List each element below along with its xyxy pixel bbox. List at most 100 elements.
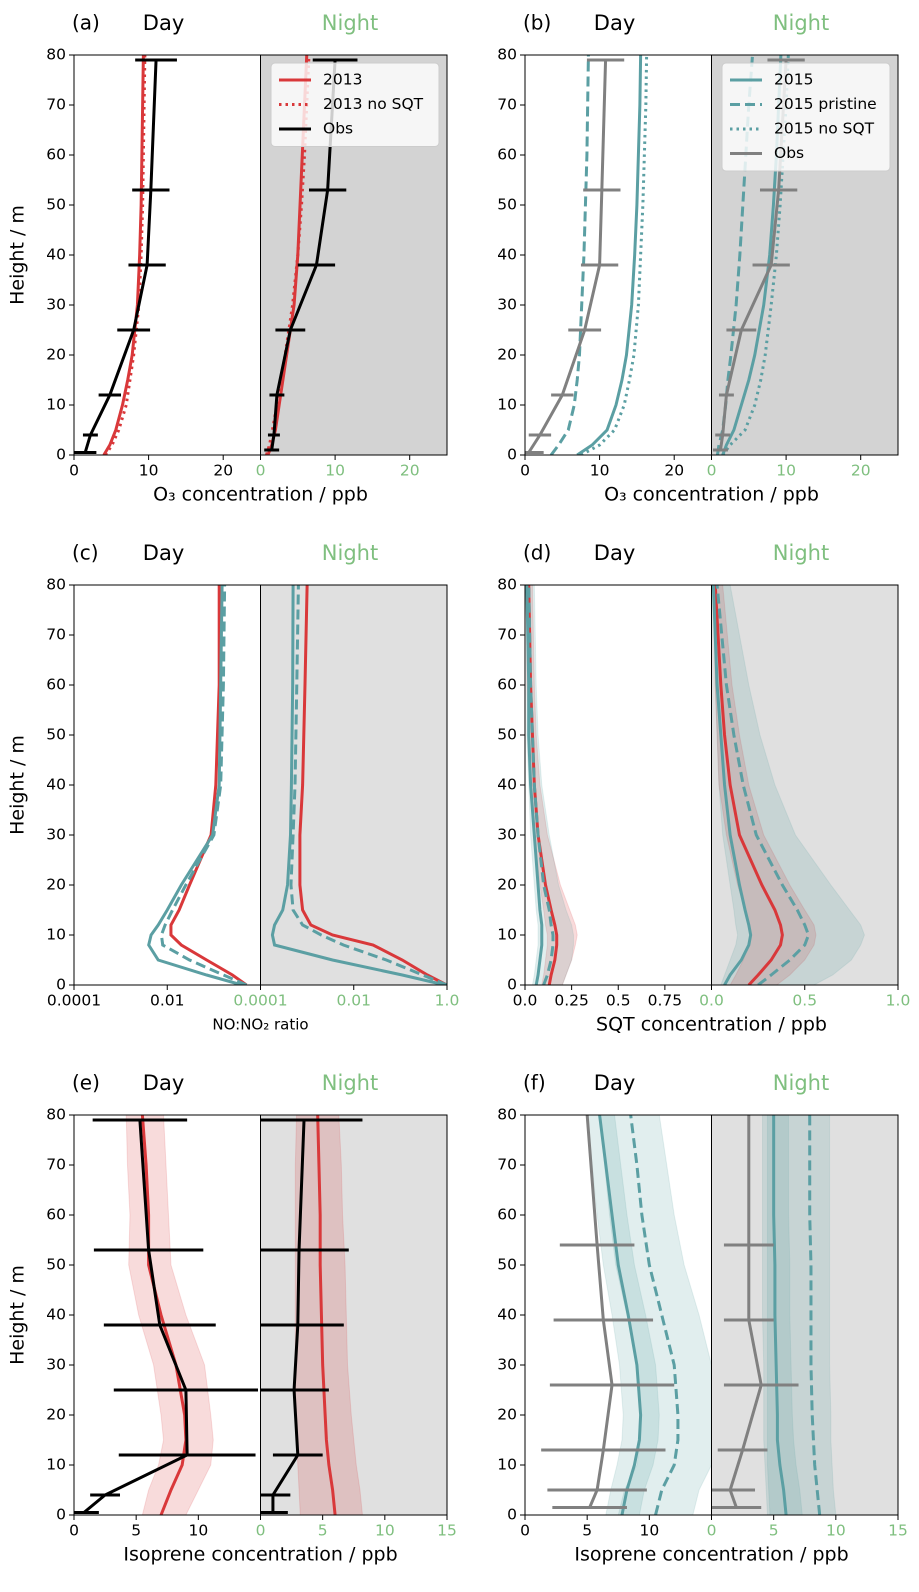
profile-line	[713, 585, 784, 985]
x-tick-label: 0	[69, 462, 79, 480]
y-tick-label: 70	[46, 626, 66, 644]
y-tick-label: 30	[46, 296, 66, 314]
x-tick-label: 0.25	[554, 992, 589, 1010]
y-tick-label: 10	[46, 926, 66, 944]
plot-area	[711, 585, 865, 985]
y-tick-label: 0	[507, 446, 517, 464]
y-tick-label: 40	[497, 1306, 517, 1324]
y-tick-label: 50	[497, 726, 517, 744]
y-tick-label: 80	[497, 1106, 517, 1124]
x-tick-label: 5	[318, 1522, 328, 1540]
y-tick-label: 0	[507, 976, 517, 994]
y-tick-label: 20	[497, 1406, 517, 1424]
y-tick-label: 70	[46, 1156, 66, 1174]
x-tick-label: 20	[213, 462, 233, 480]
y-tick-label: 30	[46, 826, 66, 844]
subplot-frame	[711, 584, 899, 986]
y-tick-label: 70	[497, 1156, 517, 1174]
panel-label: (b)	[523, 11, 551, 35]
y-tick-label: 0	[56, 1506, 66, 1524]
subplot-title: Night	[773, 11, 829, 35]
x-axis-label: SQT concentration / ppb	[596, 1014, 827, 1036]
x-tick-label: 0.0001	[233, 992, 287, 1010]
profile-line	[629, 1115, 680, 1515]
plot-area	[525, 585, 578, 985]
x-tick-label: 0.01	[150, 992, 185, 1010]
profile-line	[525, 585, 544, 985]
y-tick-label: 20	[46, 346, 66, 364]
x-tick-label: 20	[400, 462, 420, 480]
y-tick-label: 50	[46, 1256, 66, 1274]
y-tick-label: 60	[46, 676, 66, 694]
subplot-title: Night	[322, 11, 378, 35]
x-tick-label: 0	[707, 1522, 717, 1540]
x-tick-label: 0.0001	[47, 992, 101, 1010]
subplot-background	[260, 585, 447, 985]
panel-label: (a)	[72, 11, 100, 35]
x-tick-label: 0.0	[513, 992, 538, 1010]
x-tick-label: 5	[582, 1522, 592, 1540]
subplot-background	[525, 1115, 712, 1515]
x-tick-label: 0	[520, 462, 530, 480]
y-tick-label: 10	[46, 396, 66, 414]
uncertainty-band	[712, 585, 865, 985]
subplot-background	[525, 55, 712, 455]
y-tick-label: 30	[497, 296, 517, 314]
y-tick-label: 60	[497, 1206, 517, 1224]
x-tick-label: 1.0	[435, 992, 460, 1010]
y-tick-label: 50	[497, 196, 517, 214]
subplot-title: Day	[143, 1071, 184, 1095]
x-tick-label: 10	[590, 462, 610, 480]
subplot-title: Day	[594, 541, 635, 565]
subplot-title: Night	[322, 541, 378, 565]
x-axis-label: O₃ concentration / ppb	[153, 484, 368, 506]
y-tick-label: 10	[497, 1456, 517, 1474]
y-tick-label: 30	[497, 826, 517, 844]
subplot-background	[74, 585, 261, 985]
legend-box	[721, 62, 891, 172]
legend-label: 2013 no SQT	[323, 95, 424, 113]
subplot-title: Day	[594, 11, 635, 35]
x-tick-label: 0.5	[792, 992, 817, 1010]
panel-label: (d)	[523, 541, 551, 565]
x-tick-label: 10	[826, 1522, 846, 1540]
subplot-frame	[260, 54, 448, 456]
plot-area	[74, 1115, 259, 1515]
x-tick-label: 0.0	[699, 992, 724, 1010]
x-tick-label: 10	[375, 1522, 395, 1540]
y-tick-label: 40	[497, 246, 517, 264]
x-axis-label: Isoprene concentration / ppb	[123, 1544, 397, 1566]
y-tick-label: 50	[497, 1256, 517, 1274]
x-tick-label: 10	[325, 462, 345, 480]
subplot-title: Day	[594, 1071, 635, 1095]
y-tick-label: 20	[46, 1406, 66, 1424]
y-tick-label: 40	[46, 776, 66, 794]
plot-area	[147, 585, 248, 985]
y-axis-label: Height / m	[7, 1265, 29, 1365]
y-tick-label: 60	[497, 676, 517, 694]
y-tick-label: 70	[46, 96, 66, 114]
x-tick-label: 1.0	[886, 992, 911, 1010]
subplot-background	[711, 585, 898, 985]
y-tick-label: 40	[46, 1306, 66, 1324]
plot-area	[74, 55, 177, 455]
y-tick-label: 80	[497, 576, 517, 594]
subplot-background	[74, 55, 261, 455]
y-tick-label: 80	[46, 576, 66, 594]
y-tick-label: 0	[56, 976, 66, 994]
x-axis-label: NO:NO₂ ratio	[212, 1016, 308, 1034]
y-tick-label: 40	[497, 776, 517, 794]
legend-label: 2013	[323, 71, 362, 89]
y-tick-label: 80	[497, 46, 517, 64]
profile-line	[270, 585, 446, 985]
y-tick-label: 30	[497, 1356, 517, 1374]
profile-line	[298, 585, 447, 985]
profile-line	[159, 585, 248, 985]
y-tick-label: 0	[507, 1506, 517, 1524]
y-axis-label: Height / m	[7, 205, 29, 305]
x-tick-label: 5	[769, 1522, 779, 1540]
y-tick-label: 50	[46, 196, 66, 214]
x-tick-label: 0.75	[648, 992, 683, 1010]
panel-label: (f)	[523, 1071, 546, 1095]
